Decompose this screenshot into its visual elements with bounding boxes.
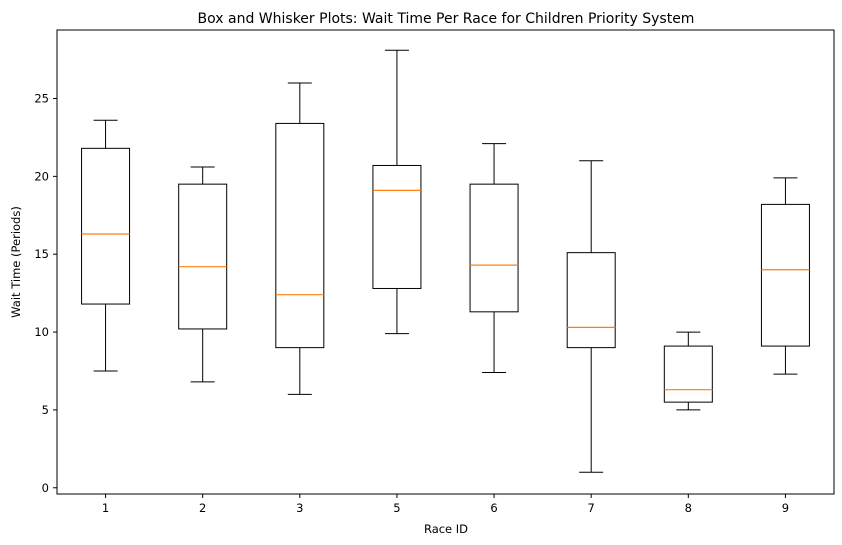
plot-frame	[56, 29, 835, 495]
iqr-box	[663, 345, 713, 403]
x-tick-label: 3	[296, 501, 303, 515]
box-group	[760, 177, 810, 375]
iqr-box	[760, 203, 810, 347]
x-tick-label: 6	[490, 501, 497, 515]
x-axis-label: Race ID	[424, 522, 468, 536]
iqr-box	[566, 252, 616, 349]
iqr-box	[469, 183, 519, 313]
iqr-box	[178, 183, 228, 330]
box-group	[663, 331, 713, 411]
box-group	[275, 82, 325, 395]
y-tick-label: 0	[42, 481, 49, 495]
box-group	[566, 160, 616, 473]
iqr-box	[372, 164, 422, 289]
y-tick-label: 15	[34, 247, 49, 261]
y-tick-label: 5	[42, 403, 49, 417]
box-group	[372, 49, 422, 335]
x-axis: 1 2 3 5 6 7 8 9	[102, 494, 789, 515]
y-tick-label: 20	[34, 169, 49, 183]
iqr-box	[275, 122, 325, 349]
x-tick-label: 2	[199, 501, 206, 515]
iqr-box	[81, 147, 131, 305]
box-group	[178, 166, 228, 383]
box-group	[81, 119, 131, 372]
y-axis-label: Wait Time (Periods)	[9, 206, 23, 318]
y-tick-label: 10	[34, 325, 49, 339]
y-tick-label: 25	[34, 92, 49, 106]
box-group	[469, 143, 519, 374]
x-tick-label: 5	[393, 501, 400, 515]
x-tick-label: 8	[685, 501, 692, 515]
x-tick-label: 1	[102, 501, 109, 515]
chart-title: Box and Whisker Plots: Wait Time Per Rac…	[198, 11, 695, 27]
x-tick-label: 9	[782, 501, 789, 515]
boxes-layer	[81, 49, 810, 473]
x-tick-label: 7	[588, 501, 595, 515]
y-axis: 0 5 10 15 20 25	[34, 92, 57, 495]
